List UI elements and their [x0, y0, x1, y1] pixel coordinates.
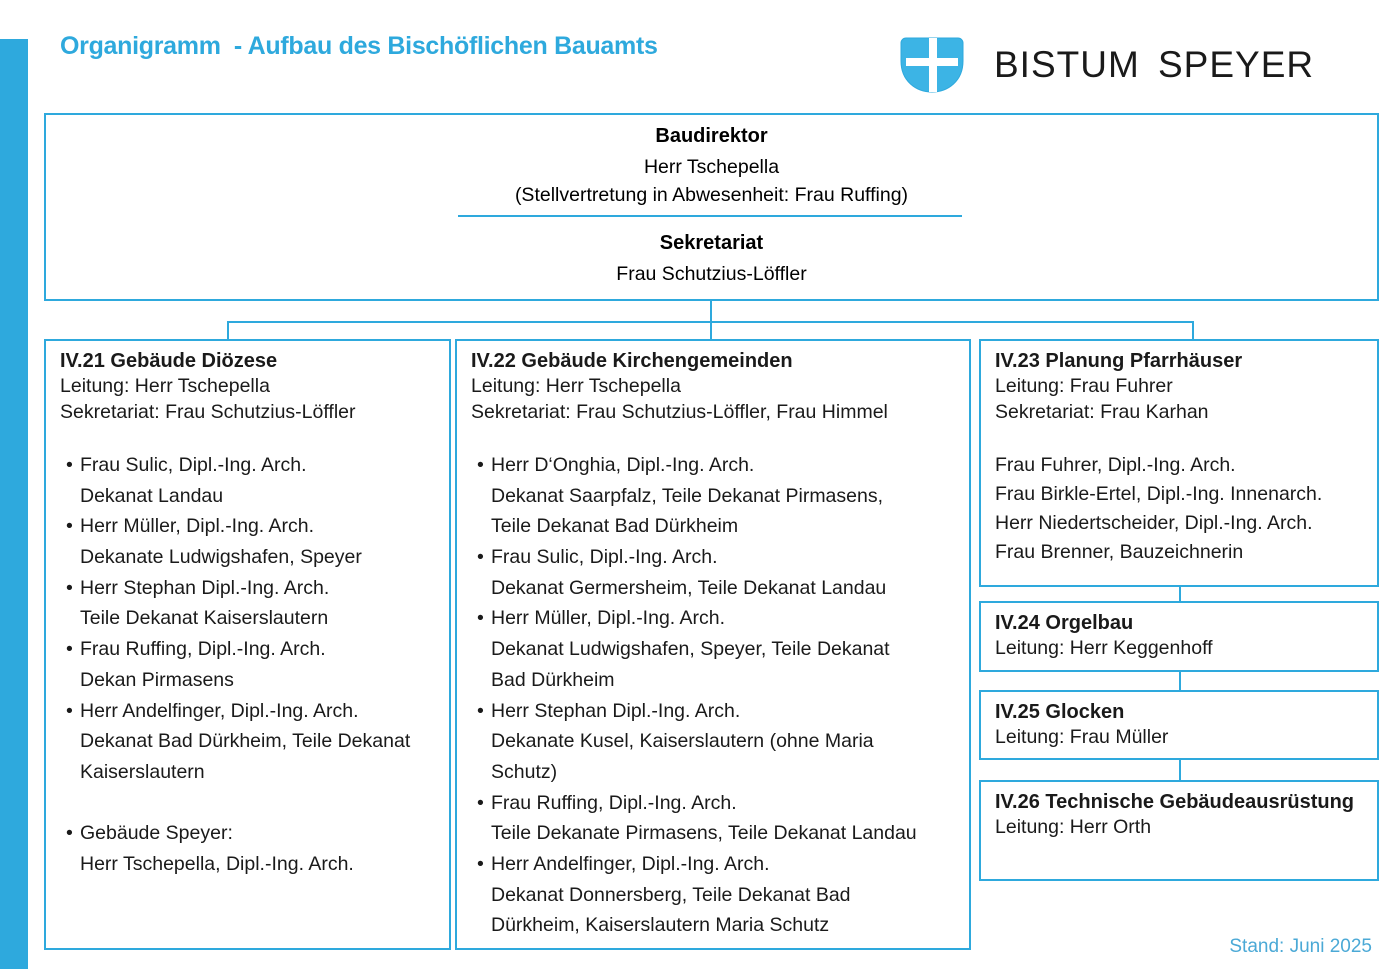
svg-text:SPEYER: SPEYER: [1158, 44, 1314, 85]
svg-text:BISTUM: BISTUM: [994, 44, 1140, 85]
